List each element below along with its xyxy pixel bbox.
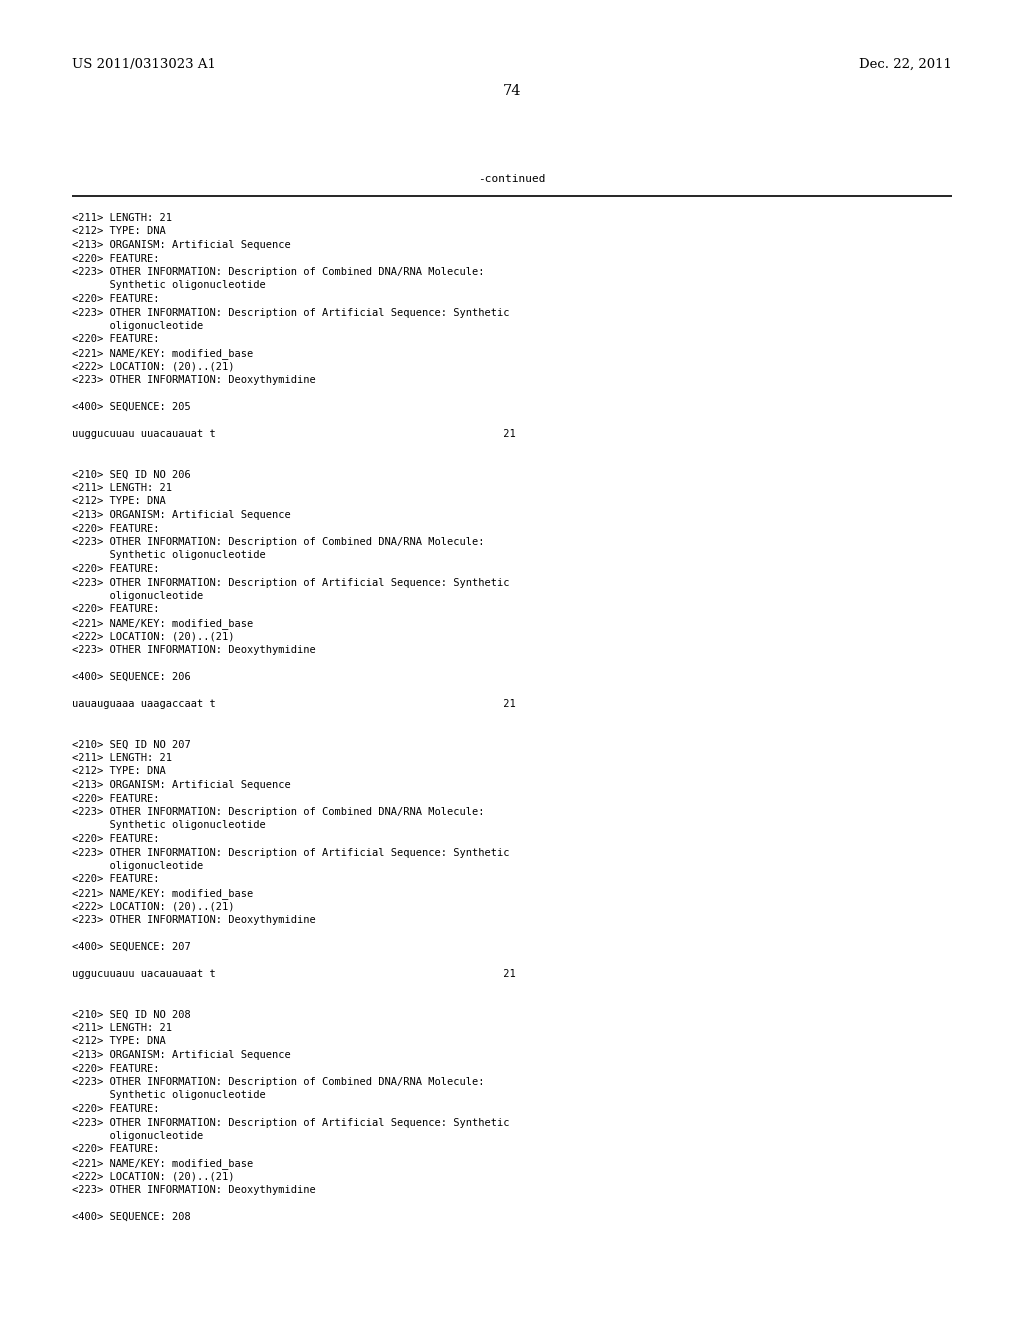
Text: uauauguaaa uaagaccaat t                                              21: uauauguaaa uaagaccaat t 21 [72, 700, 516, 709]
Text: US 2011/0313023 A1: US 2011/0313023 A1 [72, 58, 216, 71]
Text: <220> FEATURE:: <220> FEATURE: [72, 605, 160, 615]
Text: <223> OTHER INFORMATION: Description of Artificial Sequence: Synthetic: <223> OTHER INFORMATION: Description of … [72, 308, 510, 318]
Text: <222> LOCATION: (20)..(21): <222> LOCATION: (20)..(21) [72, 631, 234, 642]
Text: <212> TYPE: DNA: <212> TYPE: DNA [72, 227, 166, 236]
Text: <211> LENGTH: 21: <211> LENGTH: 21 [72, 752, 172, 763]
Text: Synthetic oligonucleotide: Synthetic oligonucleotide [72, 821, 266, 830]
Text: <212> TYPE: DNA: <212> TYPE: DNA [72, 1036, 166, 1047]
Text: <222> LOCATION: (20)..(21): <222> LOCATION: (20)..(21) [72, 902, 234, 912]
Text: <220> FEATURE:: <220> FEATURE: [72, 294, 160, 304]
Text: Dec. 22, 2011: Dec. 22, 2011 [859, 58, 952, 71]
Text: <223> OTHER INFORMATION: Deoxythymidine: <223> OTHER INFORMATION: Deoxythymidine [72, 915, 315, 925]
Text: <221> NAME/KEY: modified_base: <221> NAME/KEY: modified_base [72, 348, 253, 359]
Text: <400> SEQUENCE: 206: <400> SEQUENCE: 206 [72, 672, 190, 682]
Text: <220> FEATURE:: <220> FEATURE: [72, 334, 160, 345]
Text: <223> OTHER INFORMATION: Description of Artificial Sequence: Synthetic: <223> OTHER INFORMATION: Description of … [72, 1118, 510, 1127]
Text: <220> FEATURE:: <220> FEATURE: [72, 524, 160, 533]
Text: <223> OTHER INFORMATION: Description of Artificial Sequence: Synthetic: <223> OTHER INFORMATION: Description of … [72, 578, 510, 587]
Text: <210> SEQ ID NO 206: <210> SEQ ID NO 206 [72, 470, 190, 479]
Text: <400> SEQUENCE: 205: <400> SEQUENCE: 205 [72, 403, 190, 412]
Text: <211> LENGTH: 21: <211> LENGTH: 21 [72, 1023, 172, 1034]
Text: uuggucuuau uuacauauat t                                              21: uuggucuuau uuacauauat t 21 [72, 429, 516, 440]
Text: <212> TYPE: DNA: <212> TYPE: DNA [72, 496, 166, 507]
Text: Synthetic oligonucleotide: Synthetic oligonucleotide [72, 1090, 266, 1101]
Text: <222> LOCATION: (20)..(21): <222> LOCATION: (20)..(21) [72, 1172, 234, 1181]
Text: oligonucleotide: oligonucleotide [72, 861, 203, 871]
Text: <213> ORGANISM: Artificial Sequence: <213> ORGANISM: Artificial Sequence [72, 240, 291, 249]
Text: Synthetic oligonucleotide: Synthetic oligonucleotide [72, 550, 266, 561]
Text: <220> FEATURE:: <220> FEATURE: [72, 874, 160, 884]
Text: <223> OTHER INFORMATION: Deoxythymidine: <223> OTHER INFORMATION: Deoxythymidine [72, 375, 315, 385]
Text: <400> SEQUENCE: 208: <400> SEQUENCE: 208 [72, 1212, 190, 1222]
Text: <400> SEQUENCE: 207: <400> SEQUENCE: 207 [72, 942, 190, 952]
Text: <221> NAME/KEY: modified_base: <221> NAME/KEY: modified_base [72, 618, 253, 628]
Text: <223> OTHER INFORMATION: Description of Combined DNA/RNA Molecule:: <223> OTHER INFORMATION: Description of … [72, 267, 484, 277]
Text: <221> NAME/KEY: modified_base: <221> NAME/KEY: modified_base [72, 1158, 253, 1170]
Text: <213> ORGANISM: Artificial Sequence: <213> ORGANISM: Artificial Sequence [72, 1049, 291, 1060]
Text: oligonucleotide: oligonucleotide [72, 321, 203, 331]
Text: <210> SEQ ID NO 208: <210> SEQ ID NO 208 [72, 1010, 190, 1019]
Text: <210> SEQ ID NO 207: <210> SEQ ID NO 207 [72, 739, 190, 750]
Text: <211> LENGTH: 21: <211> LENGTH: 21 [72, 483, 172, 492]
Text: <220> FEATURE:: <220> FEATURE: [72, 1064, 160, 1073]
Text: <221> NAME/KEY: modified_base: <221> NAME/KEY: modified_base [72, 888, 253, 899]
Text: Synthetic oligonucleotide: Synthetic oligonucleotide [72, 281, 266, 290]
Text: <213> ORGANISM: Artificial Sequence: <213> ORGANISM: Artificial Sequence [72, 780, 291, 789]
Text: <223> OTHER INFORMATION: Deoxythymidine: <223> OTHER INFORMATION: Deoxythymidine [72, 1185, 315, 1195]
Text: <220> FEATURE:: <220> FEATURE: [72, 834, 160, 843]
Text: <220> FEATURE:: <220> FEATURE: [72, 1144, 160, 1155]
Text: <223> OTHER INFORMATION: Deoxythymidine: <223> OTHER INFORMATION: Deoxythymidine [72, 645, 315, 655]
Text: <213> ORGANISM: Artificial Sequence: <213> ORGANISM: Artificial Sequence [72, 510, 291, 520]
Text: -continued: -continued [478, 174, 546, 183]
Text: <223> OTHER INFORMATION: Description of Combined DNA/RNA Molecule:: <223> OTHER INFORMATION: Description of … [72, 537, 484, 546]
Text: <220> FEATURE:: <220> FEATURE: [72, 1104, 160, 1114]
Text: <223> OTHER INFORMATION: Description of Combined DNA/RNA Molecule:: <223> OTHER INFORMATION: Description of … [72, 807, 484, 817]
Text: oligonucleotide: oligonucleotide [72, 1131, 203, 1140]
Text: <220> FEATURE:: <220> FEATURE: [72, 564, 160, 574]
Text: <212> TYPE: DNA: <212> TYPE: DNA [72, 767, 166, 776]
Text: <220> FEATURE:: <220> FEATURE: [72, 793, 160, 804]
Text: 74: 74 [503, 84, 521, 98]
Text: oligonucleotide: oligonucleotide [72, 591, 203, 601]
Text: <223> OTHER INFORMATION: Description of Artificial Sequence: Synthetic: <223> OTHER INFORMATION: Description of … [72, 847, 510, 858]
Text: <220> FEATURE:: <220> FEATURE: [72, 253, 160, 264]
Text: <211> LENGTH: 21: <211> LENGTH: 21 [72, 213, 172, 223]
Text: uggucuuauu uacauauaat t                                              21: uggucuuauu uacauauaat t 21 [72, 969, 516, 979]
Text: <223> OTHER INFORMATION: Description of Combined DNA/RNA Molecule:: <223> OTHER INFORMATION: Description of … [72, 1077, 484, 1086]
Text: <222> LOCATION: (20)..(21): <222> LOCATION: (20)..(21) [72, 362, 234, 371]
